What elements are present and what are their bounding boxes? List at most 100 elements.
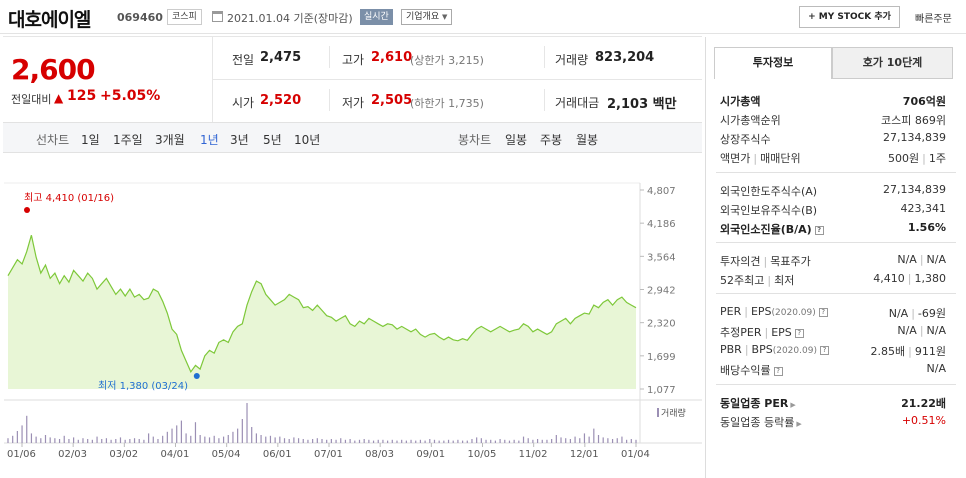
x-tick-label: 03/02 (109, 449, 138, 460)
volume-bar (349, 439, 351, 443)
lower-limit: (하한가 1,735) (410, 97, 484, 110)
divider (716, 293, 956, 294)
period-option[interactable]: 3년 (230, 133, 249, 147)
volume-bar (138, 439, 140, 443)
separator: | (919, 324, 924, 337)
help-icon[interactable]: ? (814, 225, 824, 235)
tab-investment-info[interactable]: 투자정보 (714, 47, 832, 79)
volume-bar (597, 435, 600, 443)
x-tick-label: 01/06 (7, 449, 36, 460)
volume-bar (227, 435, 229, 443)
est-per-label[interactable]: 추정PER | EPS? (720, 324, 804, 340)
industry-per-label[interactable]: 동일업종 PER ▶ (720, 395, 796, 411)
foreign-rate-label-wrap[interactable]: 외국인소진율(B/A)? (720, 221, 824, 237)
x-tick-label: 10/05 (468, 449, 497, 460)
prev-close-label: 전일 (232, 53, 255, 67)
volume-bar (532, 439, 534, 443)
add-mystock-button[interactable]: + MY STOCK 추가 (799, 6, 900, 28)
volume-bar (340, 438, 342, 443)
volume-bar (358, 439, 361, 443)
y-tick-label: 1,699 (647, 352, 676, 363)
y-tick-label: 2,942 (647, 286, 676, 297)
volume-bar (363, 439, 365, 443)
candle-option[interactable]: 주봉 (540, 133, 563, 147)
candle-option[interactable]: 월봉 (576, 133, 599, 147)
divider (716, 172, 956, 173)
volume-label: 거래량 (661, 407, 686, 419)
volume-bar (405, 440, 407, 443)
period-option-selected[interactable]: 1년 (200, 133, 219, 147)
help-icon[interactable]: ? (794, 328, 804, 338)
volume-bar (372, 440, 375, 443)
volume-bar (58, 439, 61, 443)
volume-bar (583, 433, 586, 443)
chevron-right-icon: ▶ (796, 420, 802, 428)
per: N/A (888, 307, 909, 320)
pbr-bps: 2.85배 | 911원 (871, 343, 946, 359)
per-eps-label[interactable]: PER | EPS(2020.09)? (720, 305, 828, 318)
volume-bar (377, 439, 379, 443)
volume-bar (330, 439, 332, 443)
open-price: 2,520 (260, 93, 302, 108)
volume-bar (255, 433, 257, 443)
pbr-bps-label[interactable]: PBR | BPS(2020.09)? (720, 343, 829, 356)
separator: | (919, 253, 924, 266)
opinion-target-label: 투자의견 | 목표주가 (720, 253, 811, 269)
period-option[interactable]: 5년 (263, 133, 282, 147)
price-chart[interactable]: 4,807 4,186 3,564 2,942 2,320 1,699 1,077 최고 4,… (0, 153, 702, 478)
eps: -69원 (917, 307, 946, 320)
volume-bar (21, 425, 23, 443)
volume-bar (410, 439, 412, 443)
volume-bar (354, 440, 356, 443)
volume-bar (607, 438, 609, 443)
period-option[interactable]: 10년 (294, 133, 321, 147)
mystock-label: MY STOCK 추가 (818, 12, 891, 22)
volume-bar (115, 439, 117, 443)
plus-icon: + (808, 12, 816, 22)
opinion: N/A (897, 253, 917, 266)
volume-bar (279, 436, 281, 443)
dividend-label[interactable]: 배당수익률? (720, 362, 783, 378)
price-area (8, 235, 636, 389)
separator: | (922, 152, 926, 165)
volume-bar (77, 439, 79, 443)
volume-bar (569, 439, 571, 443)
volume-bar (326, 439, 328, 443)
volume-bar (133, 438, 136, 443)
high-label: 최고 4,410 (01/16) (24, 192, 114, 204)
help-icon[interactable]: ? (818, 307, 828, 317)
period-option[interactable]: 1주일 (113, 133, 143, 147)
volume-bar (185, 433, 187, 443)
volume-bar (302, 439, 304, 443)
line-chart-label: 선차트 (36, 133, 70, 147)
shares-label: 상장주식수 (720, 133, 771, 146)
help-icon[interactable]: ? (773, 366, 783, 376)
realtime-button[interactable]: 실시간 (360, 9, 393, 25)
divider (544, 89, 545, 111)
x-tick-label: 05/04 (212, 449, 241, 460)
candle-option[interactable]: 일봉 (505, 133, 528, 147)
eps-label: EPS (750, 305, 772, 318)
est-per-eps: N/A | N/A (897, 324, 946, 337)
volume-bar (471, 439, 473, 443)
w52-high-label: 52주최고 (720, 274, 765, 287)
volume: 823,204 (595, 50, 655, 65)
volume-bar (166, 431, 168, 443)
industry-rate-label[interactable]: 동일업종 등락률 ▶ (720, 414, 802, 430)
foreign-hold-label: 외국인보유주식수(B) (720, 204, 818, 217)
volume-bar (194, 422, 197, 443)
volume-bar (232, 431, 234, 443)
company-info-dropdown[interactable]: 기업개요 ▼ (401, 9, 453, 25)
bps-date: (2020.09) (772, 346, 817, 356)
quick-order-link[interactable]: 빠른주문 (915, 14, 952, 25)
help-icon[interactable]: ? (819, 345, 829, 355)
period-option[interactable]: 3개월 (155, 133, 185, 147)
tab-order-book[interactable]: 호가 10단계 (832, 47, 953, 79)
volume-bar (246, 403, 248, 443)
period-option[interactable]: 1일 (81, 133, 100, 147)
volume-bar (508, 440, 511, 443)
price-summary: 2,600 전일대비 ▲ 125 +5.05% (3, 37, 213, 118)
base-date: 2021.01.04 기준(장마감) (227, 12, 353, 25)
volume-bar (241, 419, 243, 443)
industry-rate: +0.51% (901, 414, 946, 427)
